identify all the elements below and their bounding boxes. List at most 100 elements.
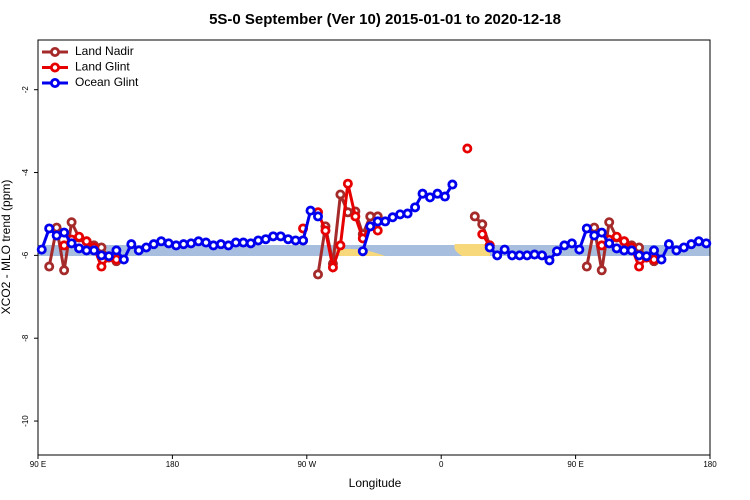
point [447,179,458,190]
point [327,262,338,273]
point [342,178,353,189]
point [253,235,264,246]
point [537,250,548,261]
point [574,244,585,255]
point [171,240,182,251]
point [410,202,421,213]
point [484,242,495,253]
background-band [38,245,710,256]
point [424,192,435,203]
point [678,242,689,253]
point [320,225,331,236]
x-axis-label: Longitude [349,476,402,490]
point [417,188,428,199]
point [402,208,413,219]
point [111,245,122,256]
y-axis-label: XCO2 - MLO trend (ppm) [0,180,13,315]
point [335,189,346,200]
point [118,254,129,265]
point [477,219,488,230]
point [656,254,667,265]
point [59,265,70,276]
point [305,205,316,216]
point [581,261,592,272]
point [663,239,674,250]
point [96,250,107,261]
chart-title: 5S-0 September (Ver 10) 2015-01-01 to 20… [209,11,561,28]
point [372,225,383,236]
point [566,238,577,249]
legend-label: Land Glint [75,60,130,74]
point [357,246,368,257]
point [611,231,622,242]
x-tick-label: 90 W [297,460,316,469]
point [208,240,219,251]
point [649,245,660,256]
x-tick-label: 0 [439,460,444,469]
point [215,239,226,250]
point [701,238,712,249]
x-tick-label: 90 E [30,460,46,469]
point [544,255,555,266]
point [469,211,480,222]
y-tick-label: -10 [21,415,30,427]
point [81,236,92,247]
point [604,217,615,228]
background-patch [454,244,490,256]
point [596,227,607,238]
point [96,261,107,272]
legend-marker [50,78,61,89]
point [551,246,562,257]
point [312,211,323,222]
point [439,191,450,202]
point [365,221,376,232]
y-tick-label: -4 [21,168,30,176]
point [395,209,406,220]
x-tick-label: 90 E [567,460,583,469]
point [499,244,510,255]
point [89,245,100,256]
point [36,244,47,255]
x-tick-label: 180 [166,460,180,469]
point [74,231,85,242]
point [589,222,600,233]
legend-label: Land Nadir [75,44,134,58]
point [634,261,645,272]
point [283,234,294,245]
point [619,236,630,247]
point [641,251,652,262]
point [178,239,189,250]
point [581,223,592,234]
point [126,239,137,250]
point [312,269,323,280]
point [522,250,533,261]
point [59,227,70,238]
y-tick-label: -6 [21,251,30,259]
y-tick-label: -2 [21,86,30,94]
point [66,217,77,228]
point [380,216,391,227]
legend-marker [50,62,61,73]
x-tick-label: 180 [703,460,717,469]
point [350,211,361,222]
legend-label: Ocean Glint [75,75,139,89]
point [492,250,503,261]
point [51,222,62,233]
legend-marker [50,47,61,58]
point [529,249,540,260]
point [462,143,473,154]
point [44,261,55,272]
point [634,250,645,261]
point [477,229,488,240]
point [596,265,607,276]
point [44,223,55,234]
point [103,251,114,262]
point [66,238,77,249]
y-tick-label: -8 [21,334,30,342]
point [335,240,346,251]
point [626,245,637,256]
point [298,235,309,246]
point [141,242,152,253]
point [604,238,615,249]
